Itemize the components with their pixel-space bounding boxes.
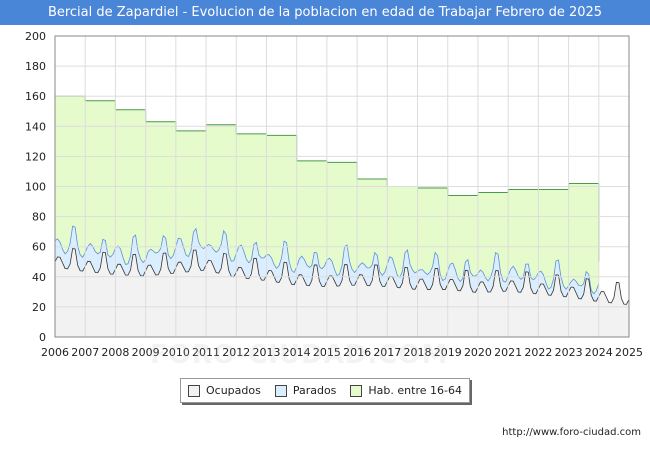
x-tick-label: 2019: [434, 346, 462, 359]
y-tick-label: 140: [25, 120, 46, 133]
legend-swatch-parados: [274, 384, 287, 397]
y-tick-label: 80: [32, 211, 46, 224]
x-tick-label: 2008: [101, 346, 129, 359]
legend-label-parados: Parados: [292, 384, 337, 397]
x-tick-label: 2007: [71, 346, 99, 359]
chart-title: Bercial de Zapardiel - Evolucion de la p…: [0, 0, 650, 25]
x-tick-label: 2023: [555, 346, 583, 359]
x-tick-label: 2024: [585, 346, 613, 359]
legend-label-ocupados: Ocupados: [205, 384, 261, 397]
y-tick-label: 180: [25, 60, 46, 73]
plot-border: [54, 35, 630, 338]
legend-item-ocupados: Ocupados: [187, 384, 261, 397]
y-tick-label: 200: [25, 30, 46, 43]
x-tick-label: 2017: [373, 346, 401, 359]
source-link[interactable]: http://www.foro-ciudad.com: [502, 427, 641, 438]
x-tick-label: 2010: [162, 346, 190, 359]
x-tick-label: 2012: [222, 346, 250, 359]
x-tick-label: 2014: [283, 346, 311, 359]
x-tick-label: 2020: [464, 346, 492, 359]
x-tick-label: 2022: [524, 346, 552, 359]
y-tick-label: 100: [25, 181, 46, 194]
y-tick-label: 60: [32, 241, 46, 254]
x-tick-label: 2015: [313, 346, 341, 359]
x-tick-label: 2018: [404, 346, 432, 359]
x-tick-label: 2011: [192, 346, 220, 359]
legend-item-hab: Hab. entre 16-64: [350, 384, 462, 397]
y-tick-label: 0: [39, 331, 46, 344]
area-ocupados: [55, 248, 629, 337]
legend: Ocupados Parados Hab. entre 16-64: [180, 378, 470, 403]
line-ocupados: [54, 248, 630, 305]
y-tick-label: 40: [32, 271, 46, 284]
x-tick-label: 2006: [41, 346, 69, 359]
x-tick-label: 2025: [615, 346, 643, 359]
x-tick-label: 2016: [343, 346, 371, 359]
legend-swatch-ocupados: [187, 384, 200, 397]
x-tick-label: 2009: [132, 346, 160, 359]
x-tick-label: 2013: [252, 346, 280, 359]
watermark: FORO-CIUDAD.COM: [150, 340, 449, 370]
legend-item-parados: Parados: [274, 384, 337, 397]
x-tick-label: 2021: [494, 346, 522, 359]
y-tick-label: 20: [32, 301, 46, 314]
y-tick-label: 160: [25, 90, 46, 103]
legend-label-hab: Hab. entre 16-64: [368, 384, 462, 397]
legend-swatch-hab: [350, 384, 363, 397]
y-tick-label: 120: [25, 150, 46, 163]
